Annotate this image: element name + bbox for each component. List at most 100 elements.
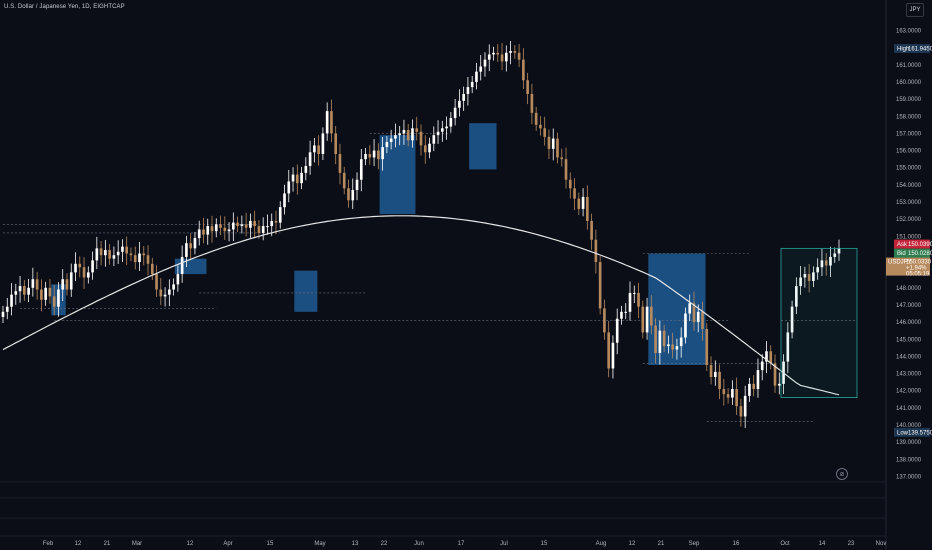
candle-body (816, 267, 819, 273)
candle-body (662, 330, 666, 347)
candle-body (95, 248, 99, 261)
price-tick-label: 147.0000 (896, 303, 922, 309)
low-tag (894, 427, 930, 437)
candle-body (624, 311, 628, 313)
candle-body (769, 351, 773, 364)
candle-body (155, 274, 158, 290)
candle-body (658, 330, 662, 353)
ask-tag (894, 239, 930, 249)
candle-body (219, 224, 222, 228)
candle-body (534, 112, 538, 125)
candle-body (121, 246, 124, 252)
candle-body (726, 394, 730, 398)
candle-body (718, 371, 721, 390)
candle-body (530, 93, 534, 113)
candle-body (257, 226, 261, 233)
time-tick-label: 13 (352, 541, 359, 547)
candle-body (48, 287, 52, 297)
candle-body (731, 389, 734, 398)
candle-body (377, 150, 380, 160)
candle-body (650, 306, 653, 326)
bid-tag-value: 150.0280 (908, 251, 932, 257)
candle-body (86, 272, 90, 278)
price-tick-label: 138.0000 (896, 457, 922, 463)
candle-body (812, 272, 815, 281)
candle-body (214, 224, 218, 232)
candle-body (402, 129, 406, 134)
candle-body (539, 124, 542, 129)
time-tick-label: Jun (414, 541, 424, 547)
price-tick-label: 140.0000 (896, 423, 922, 429)
candle-body (308, 152, 312, 167)
candle-body (14, 291, 18, 295)
candle-body (236, 222, 239, 227)
candle-body (406, 129, 410, 141)
candle-body (368, 154, 372, 158)
candle-body (359, 159, 363, 180)
candle-body (394, 135, 397, 139)
candle-body (492, 52, 495, 55)
candle-body (185, 243, 188, 257)
candle-body (743, 395, 747, 417)
price-tick-label: 142.0000 (896, 389, 922, 395)
candle-body (10, 294, 13, 307)
position-box (780, 247, 858, 398)
candle-body (372, 150, 376, 158)
time-tick-label: May (314, 541, 325, 547)
last-price-value: 150.0330 (906, 260, 932, 266)
candle-body (654, 325, 657, 353)
candle-body (462, 93, 465, 101)
currency-button[interactable]: JPY (906, 3, 924, 17)
candle-body (436, 131, 440, 136)
candle-body (5, 306, 9, 312)
candle-body (278, 207, 282, 223)
compass-icon[interactable]: ⊘ (836, 468, 848, 480)
candle-body (513, 51, 517, 53)
candle-body (748, 383, 751, 396)
symbol-label: USDJPY (888, 260, 912, 266)
price-tick-label: 156.0000 (896, 149, 922, 155)
candle-body (556, 138, 559, 158)
candle-body (722, 389, 726, 395)
candle-body (688, 303, 692, 314)
candle-body (586, 196, 589, 221)
price-tick-label: 155.0000 (896, 166, 922, 172)
candle-body (820, 260, 824, 268)
candle-body (824, 260, 828, 266)
candle-body (125, 246, 129, 254)
low-tag-value: 139.5750 (908, 430, 932, 436)
candle-body (317, 145, 320, 155)
candle-body (487, 54, 491, 60)
candle-body (500, 54, 504, 62)
candle-body (479, 66, 483, 72)
time-tick-label: Mar (132, 541, 142, 547)
candle-body (735, 389, 738, 407)
time-tick-label: 16 (733, 541, 740, 547)
candle-body (573, 188, 576, 199)
candle-body (150, 263, 154, 275)
candle-body (667, 344, 670, 347)
candle-body (504, 52, 508, 62)
candle-body (713, 371, 717, 378)
candle-body (342, 172, 346, 189)
candle-body (108, 250, 111, 259)
candle-body (777, 383, 781, 386)
candle-body (632, 292, 636, 294)
candle-body (675, 346, 679, 350)
candle-body (522, 59, 525, 81)
candle-body (701, 311, 704, 329)
candle-body (739, 406, 743, 417)
price-tick-label: 163.0000 (896, 29, 922, 35)
price-tick-label: 137.0000 (896, 475, 922, 481)
candle-body (133, 255, 137, 263)
candle-body (449, 117, 453, 127)
candle-body (206, 226, 210, 235)
candles (1, 40, 841, 428)
candle-body (57, 289, 60, 307)
candle-body (193, 238, 197, 249)
price-tick-label: 157.0000 (896, 131, 922, 137)
candle-body (74, 263, 77, 273)
bid-tag-label: Bid (897, 251, 906, 257)
time-tick-label: 21 (658, 541, 665, 547)
